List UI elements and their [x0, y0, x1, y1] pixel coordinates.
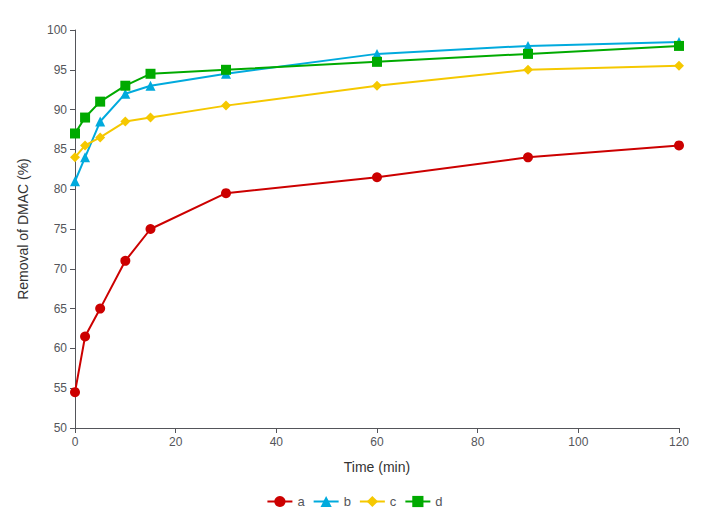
svg-text:80: 80 — [471, 435, 485, 449]
svg-text:Time (min): Time (min) — [344, 459, 410, 475]
svg-text:d: d — [435, 494, 442, 509]
svg-text:70: 70 — [54, 262, 68, 276]
svg-text:90: 90 — [54, 103, 68, 117]
svg-text:Removal of DMAC (%): Removal of DMAC (%) — [15, 158, 31, 300]
svg-text:50: 50 — [54, 421, 68, 435]
svg-text:100: 100 — [47, 23, 67, 37]
svg-text:95: 95 — [54, 63, 68, 77]
svg-text:60: 60 — [54, 341, 68, 355]
svg-text:85: 85 — [54, 142, 68, 156]
svg-text:60: 60 — [370, 435, 384, 449]
svg-text:65: 65 — [54, 302, 68, 316]
svg-text:55: 55 — [54, 381, 68, 395]
svg-text:a: a — [297, 494, 305, 509]
svg-text:120: 120 — [669, 435, 689, 449]
svg-text:0: 0 — [72, 435, 79, 449]
svg-text:b: b — [344, 494, 351, 509]
svg-text:100: 100 — [568, 435, 588, 449]
svg-text:40: 40 — [270, 435, 284, 449]
svg-text:c: c — [390, 494, 397, 509]
svg-text:80: 80 — [54, 182, 68, 196]
svg-text:75: 75 — [54, 222, 68, 236]
svg-text:20: 20 — [169, 435, 183, 449]
